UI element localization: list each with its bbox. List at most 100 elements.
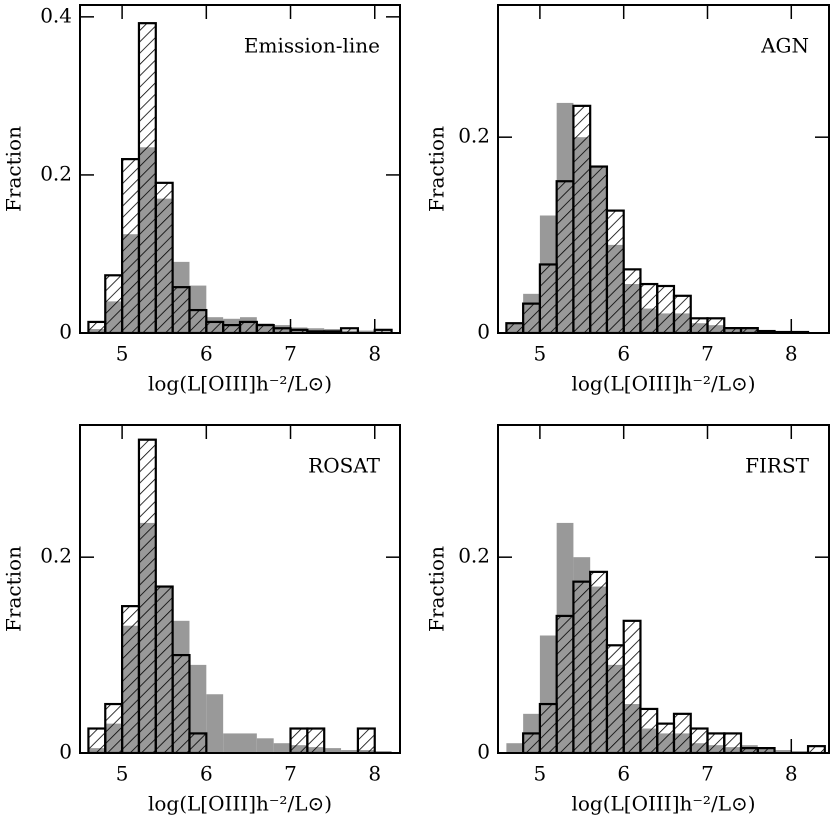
- annotation: FIRST: [745, 454, 810, 478]
- hatched-bar: [555, 180, 575, 333]
- x-tick-label: 5: [116, 342, 129, 366]
- hatched-bar: [356, 727, 376, 753]
- hatched-bar: [104, 702, 124, 753]
- hatched-bar: [87, 727, 107, 753]
- hatched-bar: [87, 320, 107, 333]
- annotation: AGN: [760, 34, 809, 58]
- hatched-bar: [622, 619, 642, 753]
- plot-area: [87, 22, 393, 333]
- annotation: Emission-line: [244, 34, 380, 58]
- hatched-bar: [706, 317, 726, 333]
- hatched-bar: [238, 320, 258, 333]
- axes-frame: [79, 424, 401, 754]
- x-axis-label: log(L[OIII]h⁻²/L⊙): [571, 372, 755, 396]
- panel: 5 6 7 8 0 0.2 log(L[OIII]h⁻²/L⊙) Fraction ROSAT: [2, 424, 401, 816]
- x-tick-label: 7: [701, 762, 714, 786]
- hatched-bar: [672, 294, 692, 333]
- hatched-bar: [656, 722, 676, 753]
- hatched-bar: [222, 323, 242, 333]
- axes-frame: [497, 424, 830, 754]
- hatched-bar: [622, 268, 642, 333]
- axes-frame: [79, 4, 401, 334]
- hatched-bar: [706, 732, 726, 753]
- hatched-bar: [171, 653, 191, 753]
- hatched-bar: [756, 747, 776, 753]
- hatched-bar: [522, 732, 541, 753]
- x-tick-label: 5: [534, 762, 547, 786]
- hatched-bar: [672, 712, 692, 753]
- plot-area: [505, 102, 825, 333]
- axes-frame: [497, 4, 830, 334]
- x-tick-label: 8: [368, 762, 381, 786]
- hatched-bar: [154, 585, 174, 753]
- hatched-bar: [339, 327, 359, 333]
- y-axis-label: Fraction: [425, 126, 449, 212]
- panel: 5 6 7 8 0 0.2 log(L[OIII]h⁻²/L⊙) Fraction FIRST: [425, 424, 830, 816]
- filled-bar: [341, 750, 358, 753]
- hatched-bar: [121, 605, 141, 753]
- hatched-bar: [572, 580, 592, 753]
- hatched-bar: [723, 732, 743, 753]
- y-tick-label: 0: [477, 320, 490, 344]
- hatched-bar: [188, 308, 208, 333]
- hatched-bar: [589, 570, 609, 753]
- hatched-bar: [255, 323, 275, 333]
- hatched-bar: [555, 614, 575, 753]
- hatched-bar: [639, 707, 659, 753]
- y-tick-label: 0.4: [40, 3, 72, 27]
- x-tick-label: 6: [617, 342, 630, 366]
- filled-bar: [223, 733, 240, 753]
- hatched-bar: [289, 727, 309, 753]
- hatched-bar: [306, 727, 326, 753]
- y-tick-label: 0.2: [40, 544, 72, 568]
- hatched-bar: [656, 284, 676, 333]
- plot-area: [87, 438, 392, 753]
- x-tick-label: 6: [617, 762, 630, 786]
- y-tick-label: 0.2: [458, 124, 490, 148]
- x-tick-label: 5: [116, 762, 129, 786]
- filled-bar: [506, 743, 524, 753]
- plot-area: [506, 522, 826, 753]
- hatched-bar: [572, 104, 592, 333]
- x-axis-label: log(L[OIII]h⁻²/L⊙): [148, 372, 332, 396]
- filled-bar: [189, 664, 207, 753]
- y-tick-label: 0: [477, 740, 490, 764]
- filled-bar: [256, 738, 274, 753]
- hatched-bar: [538, 702, 558, 753]
- x-tick-label: 7: [701, 342, 714, 366]
- hatched-bar: [589, 165, 609, 333]
- filled-bar: [774, 750, 792, 753]
- hatched-bar: [505, 322, 525, 333]
- y-tick-label: 0.2: [458, 544, 490, 568]
- hatched-bar: [137, 22, 157, 333]
- hatched-bar: [205, 320, 225, 333]
- x-tick-label: 7: [284, 762, 297, 786]
- x-axis-label: log(L[OIII]h⁻²/L⊙): [148, 792, 332, 816]
- y-axis-label: Fraction: [2, 126, 26, 212]
- hatched-bar: [188, 732, 208, 753]
- hatched-bar: [689, 317, 709, 333]
- x-axis-label: log(L[OIII]h⁻²/L⊙): [571, 792, 755, 816]
- hatched-bar: [538, 263, 558, 333]
- y-tick-label: 0.2: [40, 161, 72, 185]
- hatched-bar: [806, 745, 826, 753]
- x-tick-label: 6: [200, 342, 213, 366]
- filled-bar: [357, 330, 375, 333]
- x-tick-label: 8: [785, 762, 798, 786]
- x-tick-label: 8: [785, 342, 798, 366]
- y-tick-label: 0: [59, 740, 72, 764]
- filled-bar: [240, 733, 257, 753]
- y-tick-label: 0: [59, 320, 72, 344]
- x-tick-label: 8: [368, 342, 381, 366]
- hatched-bar: [121, 158, 141, 333]
- hatched-bar: [154, 181, 174, 333]
- hatched-bar: [605, 644, 625, 753]
- filled-bar: [273, 743, 291, 753]
- panel: 5 6 7 8 0 0.2 0.4 log(L[OIII]h⁻²/L⊙) Fraction Emi…: [2, 3, 401, 396]
- filled-bar: [206, 694, 224, 753]
- y-axis-label: Fraction: [425, 546, 449, 632]
- hatched-bar: [639, 282, 659, 333]
- x-tick-label: 7: [284, 342, 297, 366]
- hatched-bar: [137, 438, 157, 753]
